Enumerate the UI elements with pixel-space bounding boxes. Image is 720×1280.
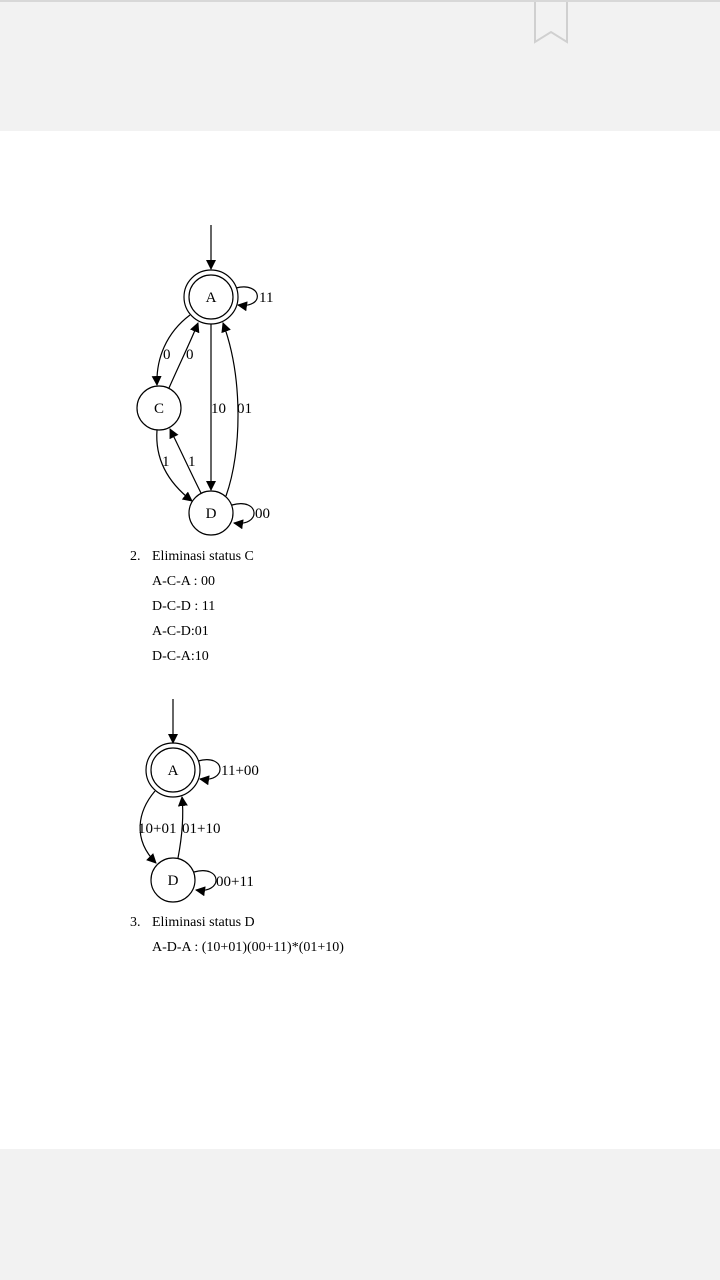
node-a: A	[183, 269, 239, 325]
edge-a-to-c-label: 0	[163, 347, 171, 363]
section-3-title: Eliminasi status D	[152, 915, 255, 930]
edge-d-to-c	[169, 428, 202, 494]
edge-d-self-label: 00	[255, 506, 270, 522]
edge-a-self-2-label: 11+00	[221, 763, 259, 779]
section-2-line-4: D-C-A:10	[152, 649, 209, 664]
state-diagram-2: A D 11+00 10+01 01+10 00+11	[138, 699, 259, 903]
section-3-line-1: A-D-A : (10+01)(00+11)*(01+10)	[152, 940, 344, 955]
edge-a-to-c	[151, 314, 191, 386]
node-d-2: D	[150, 857, 196, 903]
section-2-line-1: A-C-A : 00	[152, 574, 215, 589]
edge-c-to-d	[156, 429, 193, 502]
edge-a-to-d-2-label: 10+01	[138, 821, 176, 837]
bookmark-icon[interactable]	[534, 2, 570, 46]
node-c: C	[136, 385, 182, 431]
edge-d-to-a-2-label: 01+10	[182, 821, 220, 837]
edge-d-to-a-2	[177, 796, 188, 859]
node-a-2: A	[145, 742, 201, 798]
edge-d-self	[231, 503, 255, 530]
edge-a-self-label: 11	[259, 290, 273, 306]
section-2-line-2: D-C-D : 11	[152, 599, 216, 614]
node-a-2-label: A	[168, 763, 179, 779]
edge-d-to-a	[221, 322, 239, 497]
edge-c-to-a	[168, 322, 200, 389]
node-c-label: C	[154, 401, 164, 417]
edge-a-to-d-label: 10	[211, 401, 226, 417]
node-a-label: A	[206, 290, 217, 306]
edge-c-to-a-label: 0	[186, 347, 194, 363]
section-2-line-3: A-C-D:01	[152, 624, 209, 639]
edge-d-to-c-label: 1	[188, 454, 196, 470]
node-d-2-label: D	[168, 873, 179, 889]
section-2-number: 2.	[130, 549, 141, 564]
edge-d-to-a-label: 01	[237, 401, 252, 417]
document-page: A C D 11 0 0 10 01 1 1 00	[0, 131, 720, 1149]
node-d-label: D	[206, 506, 217, 522]
state-diagram-1: A C D 11 0 0 10 01 1 1 00	[136, 225, 273, 536]
viewer-top-bar	[0, 0, 720, 131]
edge-c-to-d-label: 1	[162, 454, 170, 470]
node-d: D	[188, 490, 234, 536]
section-3-number: 3.	[130, 915, 141, 930]
edge-a-to-d-2	[139, 790, 157, 864]
edge-d-self-2-label: 00+11	[216, 874, 254, 890]
edge-d-self-2	[193, 870, 217, 897]
edge-a-self	[235, 286, 258, 312]
section-2-title: Eliminasi status C	[152, 549, 254, 564]
viewer-bottom-bar	[0, 1149, 720, 1280]
edge-a-self-2	[197, 759, 221, 786]
